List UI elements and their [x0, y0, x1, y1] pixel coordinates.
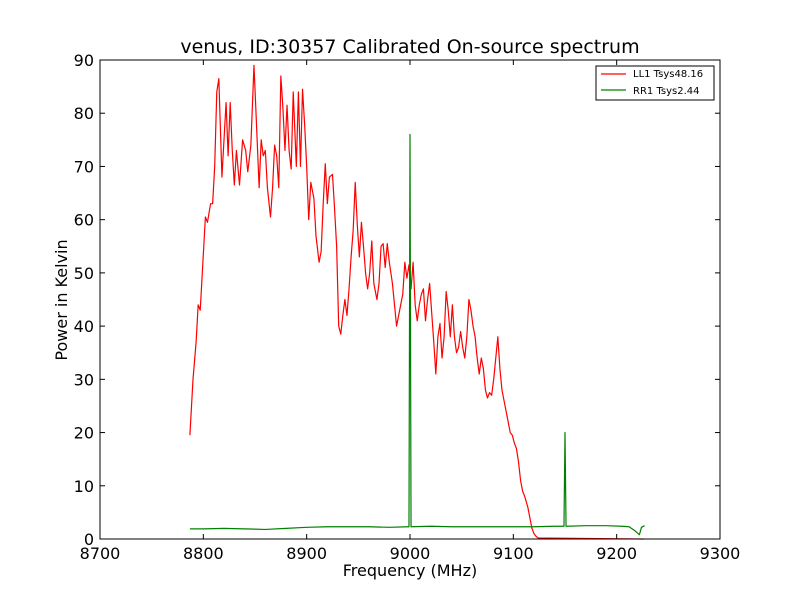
- legend: LL1 Tsys48.16 RR1 Tsys2.44: [595, 65, 715, 101]
- x-tick-label: 9000: [390, 544, 431, 563]
- y-tick-label: 90: [74, 51, 94, 70]
- y-tick-label: 10: [74, 477, 94, 496]
- x-tick-label: 8700: [80, 544, 121, 563]
- y-tick-label: 50: [74, 264, 94, 283]
- plot-lines: [189, 64, 645, 540]
- y-tick-label: 60: [74, 211, 94, 230]
- chart-title: venus, ID:30357 Calibrated On-source spe…: [180, 36, 639, 58]
- y-axis-label: Power in Kelvin: [52, 239, 71, 360]
- x-tick-label: 9100: [493, 544, 534, 563]
- y-tick-label: 0: [84, 530, 94, 549]
- legend-label-ll1: LL1 Tsys48.16: [633, 69, 703, 80]
- x-tick-label: 8800: [183, 544, 224, 563]
- x-axis-label: Frequency (MHz): [343, 561, 477, 580]
- y-tick-label: 70: [74, 157, 94, 176]
- series-line-rr1: [189, 133, 645, 536]
- legend-label-rr1: RR1 Tsys2.44: [633, 86, 700, 97]
- legend-box: [595, 65, 715, 101]
- y-axis-ticks: 0 10 20 30 40 50 60 70 80 90: [74, 51, 720, 549]
- y-tick-label: 40: [74, 317, 94, 336]
- series-line-ll1: [189, 64, 644, 540]
- x-tick-label: 9200: [596, 544, 637, 563]
- x-tick-label: 8900: [286, 544, 327, 563]
- y-tick-label: 80: [74, 104, 94, 123]
- y-tick-label: 30: [74, 370, 94, 389]
- x-tick-label: 9300: [700, 544, 741, 563]
- x-axis-ticks: 8700 8800 8900 9000 9100 9200 9300: [80, 60, 741, 563]
- y-tick-label: 20: [74, 424, 94, 443]
